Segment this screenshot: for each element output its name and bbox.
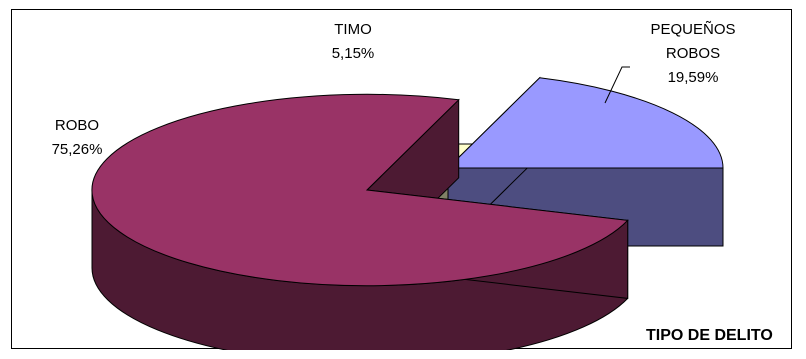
label-timo-percent: 5,15% — [331, 45, 375, 62]
chart-title: TIPO DE DELITO — [646, 327, 773, 344]
label-pequenos-robos-percent: 19,59% — [667, 69, 719, 86]
label-robo-name: ROBO — [54, 117, 100, 134]
label-timo-name: TIMO — [334, 21, 372, 38]
slice-top-robo — [91, 93, 629, 287]
pie-chart — [91, 66, 724, 350]
label-pequenos-robos-line1: PEQUEÑOS — [650, 21, 736, 38]
label-robo-percent: 75,26% — [51, 141, 103, 158]
leader-line-pequenos-robos — [604, 66, 630, 104]
chart-frame: TIMO 5,15% PEQUEÑOS ROBOS 19,59% ROBO 75… — [11, 9, 792, 350]
label-pequenos-robos-line2: ROBOS — [665, 45, 721, 62]
slice-top-pequenos-robos — [446, 77, 724, 169]
label-robo: ROBO 75,26% — [42, 114, 112, 162]
label-pequenos-robos: PEQUEÑOS ROBOS 19,59% — [633, 18, 753, 90]
label-timo: TIMO 5,15% — [308, 18, 398, 66]
